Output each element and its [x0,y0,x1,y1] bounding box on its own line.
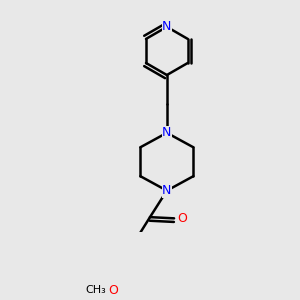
Text: O: O [178,212,188,225]
Text: O: O [109,284,118,297]
Text: N: N [162,20,172,33]
Text: N: N [162,126,172,139]
Text: N: N [162,184,172,197]
Text: CH₃: CH₃ [85,285,106,295]
